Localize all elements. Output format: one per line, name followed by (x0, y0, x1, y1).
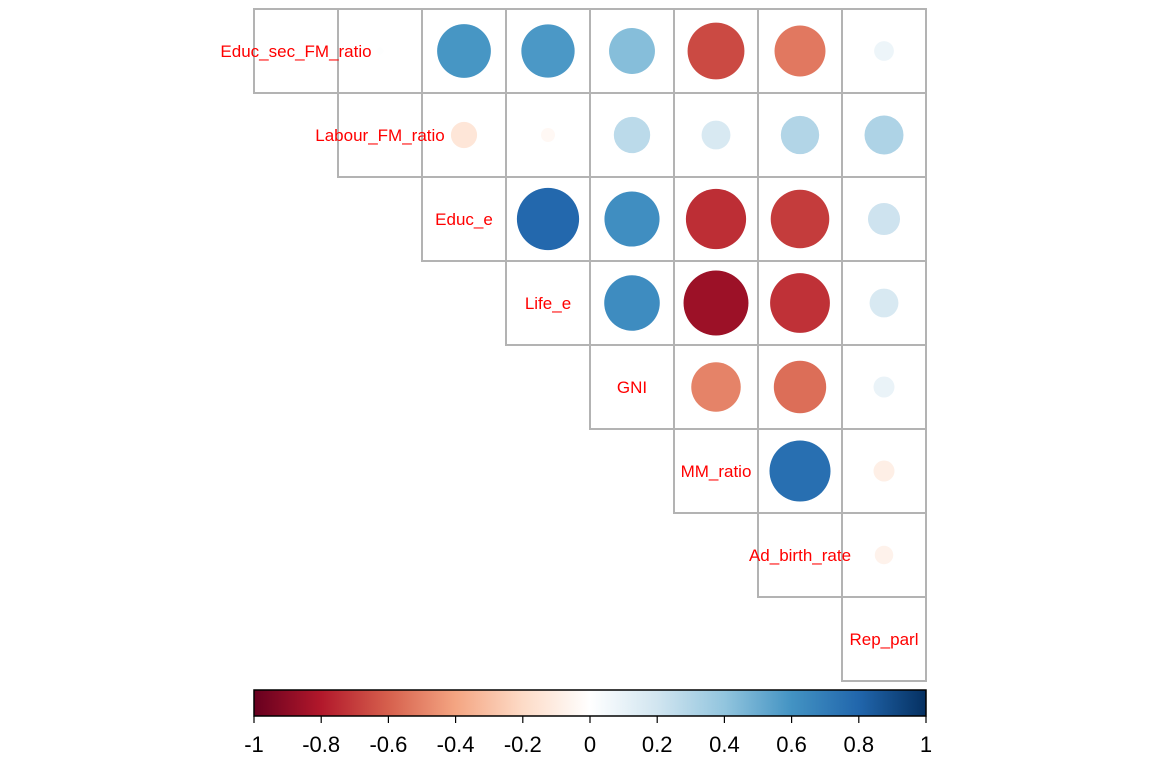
correlation-circle (780, 115, 820, 155)
colorbar-tick-label: 0.8 (844, 732, 875, 757)
correlation-circle (774, 25, 826, 77)
correlation-circle (873, 460, 895, 482)
colorbar-ticks: -1 -0.8 -0.6 -0.4 -0.2 0 0.2 0.4 0.6 0.8 1 (244, 716, 932, 757)
correlation-circle (613, 116, 651, 154)
correlation-circle (770, 273, 830, 333)
colorbar-tick-label: -1 (244, 732, 264, 757)
correlation-circle (683, 270, 749, 336)
variable-labels: Educ_sec_FM_ratio Labour_FM_ratio Educ_e Li… (220, 42, 918, 649)
correlation-circle (687, 22, 745, 80)
correlation-circle (773, 360, 827, 414)
variable-label: Educ_sec_FM_ratio (220, 42, 371, 61)
colorbar: -1 -0.8 -0.6 -0.4 -0.2 0 0.2 0.4 0.6 0.8 1 (244, 689, 932, 757)
correlation-circle (609, 28, 655, 74)
correlation-circle (864, 115, 904, 155)
correlation-circle (685, 188, 747, 250)
grid-cell (841, 596, 927, 682)
correlation-circle (701, 120, 731, 150)
variable-label: Educ_e (435, 210, 493, 229)
correlation-circle (691, 362, 741, 412)
correlation-circle (450, 121, 478, 149)
colorbar-tick-label: 0.2 (642, 732, 673, 757)
correlation-circle (770, 189, 830, 249)
correlation-circle (604, 191, 660, 247)
colorbar-tick-label: -0.2 (504, 732, 542, 757)
colorbar-tick-label: 0.4 (709, 732, 740, 757)
colorbar-tick-label: 0.6 (776, 732, 807, 757)
variable-label: Ad_birth_rate (749, 546, 851, 565)
correlation-circle (867, 202, 901, 236)
variable-label: Labour_FM_ratio (315, 126, 444, 145)
correlation-circle (541, 128, 555, 142)
correlation-circle (604, 275, 660, 331)
correlation-circle (516, 187, 580, 251)
variable-label: Life_e (525, 294, 571, 313)
variable-label: MM_ratio (681, 462, 752, 481)
correlation-circle (521, 24, 575, 78)
variable-label: Rep_parl (850, 630, 919, 649)
colorbar-tick-label: 1 (920, 732, 932, 757)
colorbar-gradient (253, 689, 927, 717)
correlation-circle (376, 47, 384, 55)
correlation-circle (437, 24, 491, 78)
correlation-circle (874, 545, 894, 565)
colorbar-tick-label: -0.6 (369, 732, 407, 757)
correlation-circle (873, 376, 895, 398)
correlation-circle (874, 41, 894, 61)
grid-cells (253, 8, 927, 682)
colorbar-tick-label: -0.8 (302, 732, 340, 757)
correlation-circle (769, 440, 831, 502)
colorbar-tick-label: -0.4 (437, 732, 475, 757)
variable-label: GNI (617, 378, 647, 397)
colorbar-tick-label: 0 (584, 732, 596, 757)
correlation-circles (376, 22, 904, 565)
correlation-circle (869, 288, 899, 318)
